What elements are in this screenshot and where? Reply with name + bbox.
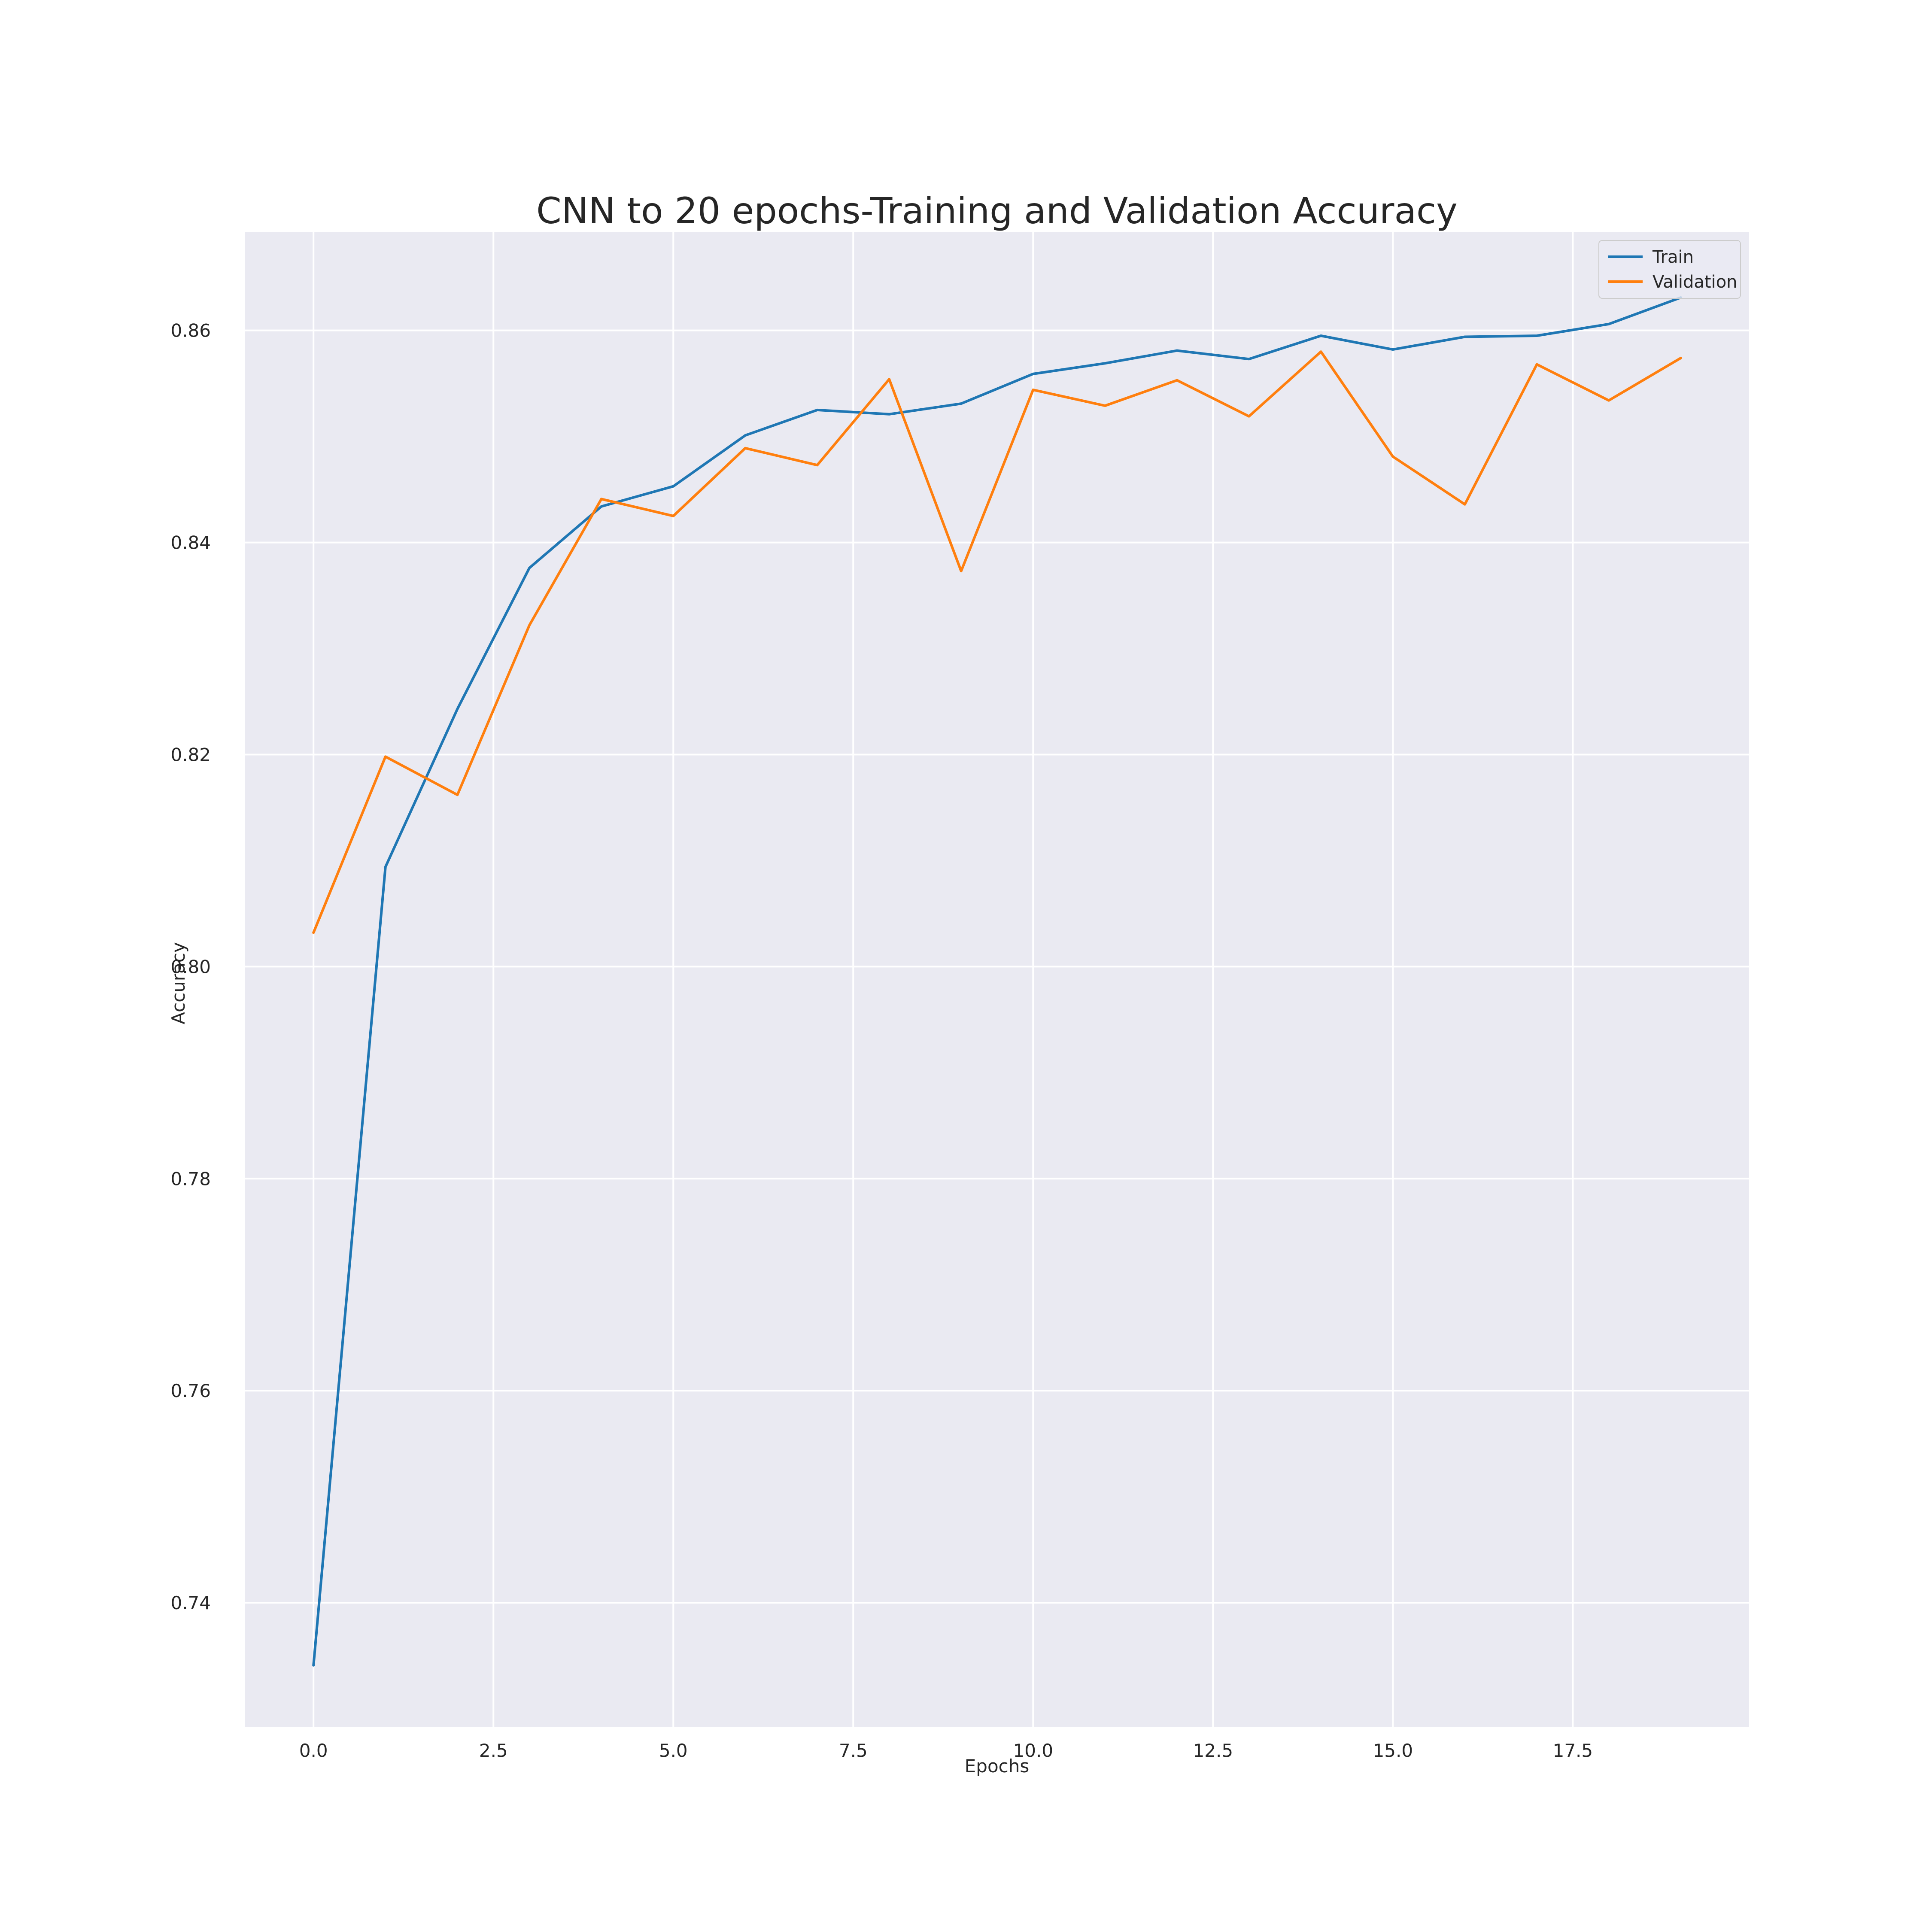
x-tick-label: 5.0 xyxy=(659,1740,688,1761)
y-tick-label: 0.84 xyxy=(170,532,211,553)
legend-label: Train xyxy=(1652,247,1694,267)
y-gridlines xyxy=(245,329,1749,1604)
x-tick-label: 7.5 xyxy=(839,1740,868,1761)
y-tick-label: 0.86 xyxy=(170,320,211,341)
legend-box xyxy=(1598,240,1741,299)
x-tick-label: 0.0 xyxy=(299,1740,328,1761)
x-tick-label: 17.5 xyxy=(1553,1740,1593,1761)
chart-title: CNN to 20 epochs-Training and Validation… xyxy=(536,190,1458,232)
legend-label: Validation xyxy=(1653,272,1738,292)
x-tick-label: 15.0 xyxy=(1373,1740,1413,1761)
x-tick-labels: 0.0 2.5 5.0 7.5 10.0 12.5 15.0 17.5 xyxy=(299,1740,1593,1761)
x-axis-label: Epochs xyxy=(965,1756,1030,1777)
legend: Train Validation xyxy=(1598,240,1741,299)
series-lines xyxy=(312,296,1682,1667)
y-tick-label: 0.74 xyxy=(170,1592,211,1613)
x-tick-label: 10.0 xyxy=(1013,1740,1054,1761)
plot-area xyxy=(245,232,1749,1727)
y-tick-label: 0.76 xyxy=(170,1380,211,1401)
series-line-validation xyxy=(312,350,1682,934)
series-line-train xyxy=(312,296,1682,1667)
x-gridlines xyxy=(313,232,1574,1727)
x-tick-label: 2.5 xyxy=(479,1740,508,1761)
y-tick-labels: 0.74 0.76 0.78 0.80 0.82 0.84 0.86 xyxy=(170,320,211,1613)
x-tick-label: 12.5 xyxy=(1193,1740,1233,1761)
y-tick-label: 0.82 xyxy=(170,744,211,765)
y-tick-label: 0.78 xyxy=(170,1168,211,1189)
y-tick-label: 0.80 xyxy=(170,956,211,977)
y-axis-label: Accuracy xyxy=(168,942,189,1024)
